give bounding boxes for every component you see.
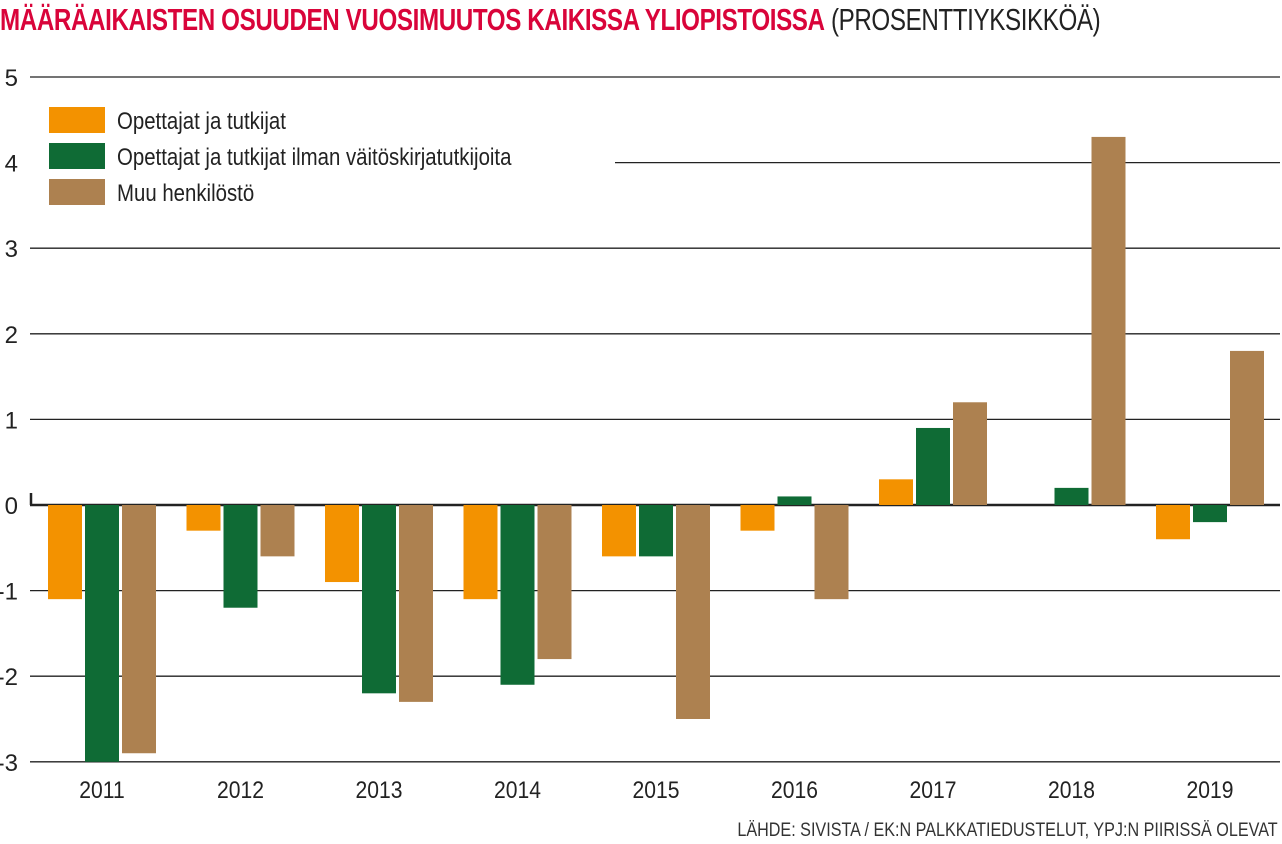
y-tick-label: -2 — [0, 664, 18, 691]
title-main: MÄÄRÄAIKAISTEN OSUUDEN VUOSIMUUTOS KAIKI… — [0, 2, 825, 37]
x-tick-label: 2017 — [910, 777, 957, 804]
x-tick-label: 2018 — [1048, 777, 1095, 804]
y-tick-label: 2 — [5, 322, 18, 349]
bar-2014-3 — [537, 505, 572, 660]
bar-2012-1 — [186, 505, 221, 531]
bar-2017-1 — [879, 479, 913, 505]
y-tick-label: 1 — [5, 407, 18, 434]
bar-2012-3 — [260, 505, 295, 557]
bar-2016-2 — [777, 496, 812, 505]
bar-2017-3 — [953, 402, 987, 505]
legend-label: Opettajat ja tutkijat ilman väitöskirjat… — [117, 143, 512, 170]
legend-swatch — [49, 107, 105, 133]
x-tick-label: 2011 — [79, 777, 124, 804]
bar-2013-3 — [399, 505, 433, 702]
y-tick-label: 5 — [5, 65, 18, 92]
legend-label: Opettajat ja tutkijat — [117, 107, 287, 134]
y-tick-label: 4 — [5, 151, 18, 178]
bar-2016-3 — [814, 505, 849, 600]
x-tick-label: 2014 — [494, 777, 541, 804]
bar-2019-3 — [1230, 350, 1264, 505]
bar-2016-1 — [740, 505, 775, 531]
x-tick-label: 2012 — [217, 777, 264, 804]
y-tick-label: -1 — [0, 579, 18, 606]
chart-title: MÄÄRÄAIKAISTEN OSUUDEN VUOSIMUUTOS KAIKI… — [0, 2, 1101, 38]
bar-2018-3 — [1091, 136, 1126, 506]
bar-2017-2 — [916, 427, 950, 505]
bar-2018-2 — [1054, 487, 1089, 505]
bar-2015-1 — [602, 505, 636, 557]
bar-2011-3 — [122, 505, 156, 754]
bar-2012-2 — [223, 505, 258, 608]
y-tick-label: 0 — [5, 493, 18, 520]
bar-2014-1 — [463, 505, 498, 600]
legend-background — [30, 96, 615, 212]
title-unit: (PROSENTTIYKSIKKÖÄ) — [830, 2, 1101, 37]
y-tick-label: -3 — [0, 750, 18, 777]
y-tick-label: 3 — [5, 236, 18, 263]
x-tick-label: 2016 — [771, 777, 818, 804]
bar-2014-2 — [500, 505, 535, 685]
legend-swatch — [49, 143, 105, 169]
bar-2013-1 — [325, 505, 359, 583]
bar-2015-3 — [676, 505, 710, 719]
legend-swatch — [49, 179, 105, 205]
bar-2011-2 — [85, 505, 119, 762]
bar-2019-1 — [1156, 505, 1190, 540]
x-tick-label: 2013 — [356, 777, 403, 804]
x-tick-label: 2019 — [1187, 777, 1234, 804]
bar-2011-1 — [48, 505, 82, 600]
source-note: LÄHDE: SIVISTA / EK:N PALKKATIEDUSTELUT,… — [737, 820, 1278, 841]
bar-2019-2 — [1193, 505, 1227, 523]
x-tick-label: 2015 — [633, 777, 680, 804]
bar-2013-2 — [362, 505, 396, 694]
bar-2015-2 — [639, 505, 673, 557]
legend-label: Muu henkilöstö — [117, 179, 254, 206]
